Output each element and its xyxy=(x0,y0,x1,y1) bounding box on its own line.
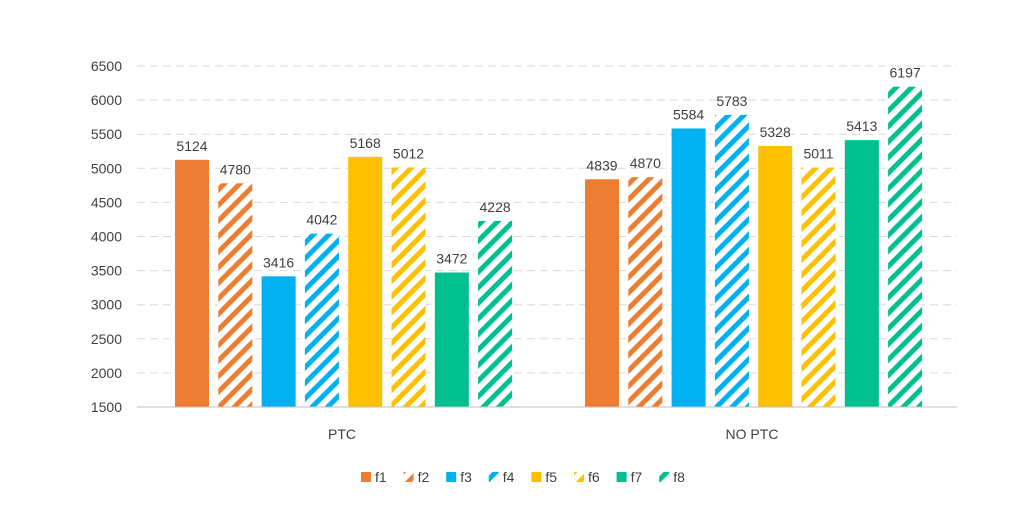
legend-swatch-f8 xyxy=(659,472,670,482)
data-label: 4780 xyxy=(220,161,251,177)
legend-label-f2: f2 xyxy=(418,469,430,485)
legend-swatch-f4 xyxy=(488,472,499,482)
data-label: 5012 xyxy=(393,145,424,161)
bar-f1-no-ptc xyxy=(585,179,619,407)
data-labels: 5124 4780 3416 4042 5168 5012 3472 4228 4839 4870… xyxy=(176,65,920,271)
legend-label-f6: f6 xyxy=(588,469,600,485)
y-tick-label: 3000 xyxy=(91,297,122,313)
legend-label-f1: f1 xyxy=(375,469,387,485)
data-label: 4839 xyxy=(586,157,617,173)
y-tick-label: 6000 xyxy=(91,92,122,108)
legend-label-f8: f8 xyxy=(673,469,685,485)
bar-f1-ptc xyxy=(175,159,209,407)
data-label: 4042 xyxy=(306,212,337,228)
data-label: 4870 xyxy=(630,155,661,171)
y-axis-ticks: 1500 2000 2500 3000 3500 4000 4500 5000 5500 6000… xyxy=(91,58,122,415)
data-label: 5168 xyxy=(350,135,381,151)
y-tick-label: 6500 xyxy=(91,58,122,74)
bar-f4-no-ptc xyxy=(714,114,749,407)
legend-label-f4: f4 xyxy=(503,469,515,485)
legend-swatch-f1 xyxy=(361,472,371,482)
data-label: 3472 xyxy=(436,251,467,267)
data-label: 4228 xyxy=(480,199,511,215)
x-category-label: NO PTC xyxy=(726,426,779,442)
x-axis: PTC NO PTC xyxy=(137,406,957,442)
y-tick-label: 5000 xyxy=(91,160,122,176)
y-tick-label: 5500 xyxy=(91,126,122,142)
bar-f8-no-ptc xyxy=(888,86,923,407)
bar-f2-no-ptc xyxy=(628,177,663,407)
bar-f5-ptc xyxy=(348,156,383,407)
bar-f7-ptc xyxy=(434,272,469,407)
data-label: 5584 xyxy=(673,106,704,122)
legend-label-f5: f5 xyxy=(545,469,557,485)
bar-f2-ptc xyxy=(218,183,253,407)
legend-swatch-f2 xyxy=(403,472,414,482)
data-label: 5011 xyxy=(803,146,833,162)
bar-f5-no-ptc xyxy=(758,145,793,407)
y-tick-label: 2500 xyxy=(91,331,122,347)
data-label: 6197 xyxy=(890,65,921,81)
legend-swatch-f3 xyxy=(446,472,457,482)
data-label: 5413 xyxy=(846,118,877,134)
y-tick-label: 4500 xyxy=(91,194,122,210)
legend-label-f7: f7 xyxy=(631,469,643,485)
bar-f3-no-ptc xyxy=(671,128,706,408)
data-label: 5124 xyxy=(176,138,207,154)
y-tick-label: 3500 xyxy=(91,263,122,279)
bars xyxy=(175,86,923,408)
bar-f8-ptc xyxy=(478,220,513,407)
x-category-label: PTC xyxy=(328,426,356,442)
bar-f6-no-ptc xyxy=(801,167,836,407)
legend: f1 f2 f3 f4 f5 f6 f7 f8 xyxy=(361,469,685,485)
legend-label-f3: f3 xyxy=(460,469,472,485)
bar-f7-no-ptc xyxy=(844,140,879,407)
data-label: 5783 xyxy=(716,93,747,109)
y-tick-label: 4000 xyxy=(91,229,122,245)
bar-f4-ptc xyxy=(304,233,339,407)
bar-f3-ptc xyxy=(261,276,296,407)
legend-swatch-f7 xyxy=(616,472,627,482)
data-label: 5328 xyxy=(760,124,791,140)
bar-f6-ptc xyxy=(391,167,426,407)
y-tick-label: 1500 xyxy=(91,399,122,415)
y-tick-label: 2000 xyxy=(91,365,122,381)
data-label: 3416 xyxy=(263,254,294,270)
legend-swatch-f6 xyxy=(574,472,584,482)
legend-swatch-f5 xyxy=(531,472,542,482)
